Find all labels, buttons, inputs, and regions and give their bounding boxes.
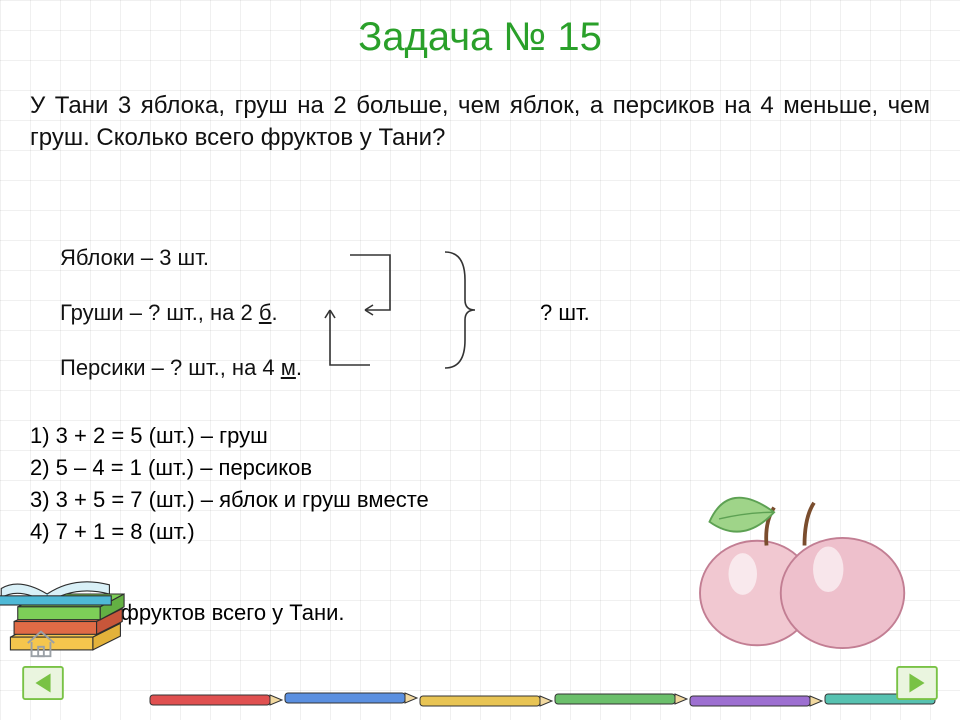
solution-steps: 1) 3 + 2 = 5 (шт.) – груш 2) 5 – 4 = 1 (… — [30, 420, 429, 548]
step-2: 2) 5 – 4 = 1 (шт.) – персиков — [30, 452, 429, 484]
apples-illustration — [660, 460, 930, 650]
nav-prev-button[interactable] — [22, 666, 64, 700]
pears-pre: Груши – ? шт., на 2 — [60, 300, 259, 325]
step-4: 4) 7 + 1 = 8 (шт.) — [30, 516, 429, 548]
peaches-pre: Персики – ? шт., на 4 — [60, 355, 281, 380]
relation-diagram — [270, 230, 530, 390]
problem-text: У Тани 3 яблока, груш на 2 больше, чем я… — [30, 90, 930, 155]
problem-title: Задача № 15 — [0, 15, 960, 60]
nav-next-button[interactable] — [896, 666, 938, 700]
stationery-illustration — [130, 660, 950, 720]
given-line-apples: Яблоки – 3 шт. — [60, 245, 209, 271]
given-line-pears: Груши – ? шт., на 2 б. — [60, 300, 278, 326]
books-illustration — [0, 550, 140, 660]
given-line-peaches: Персики – ? шт., на 4 м. — [60, 355, 302, 381]
step-3: 3) 3 + 5 = 7 (шт.) – яблок и груш вместе — [30, 484, 429, 516]
home-icon[interactable] — [22, 626, 60, 660]
step-1: 1) 3 + 2 = 5 (шт.) – груш — [30, 420, 429, 452]
total-unknown-label: ? шт. — [540, 300, 590, 326]
